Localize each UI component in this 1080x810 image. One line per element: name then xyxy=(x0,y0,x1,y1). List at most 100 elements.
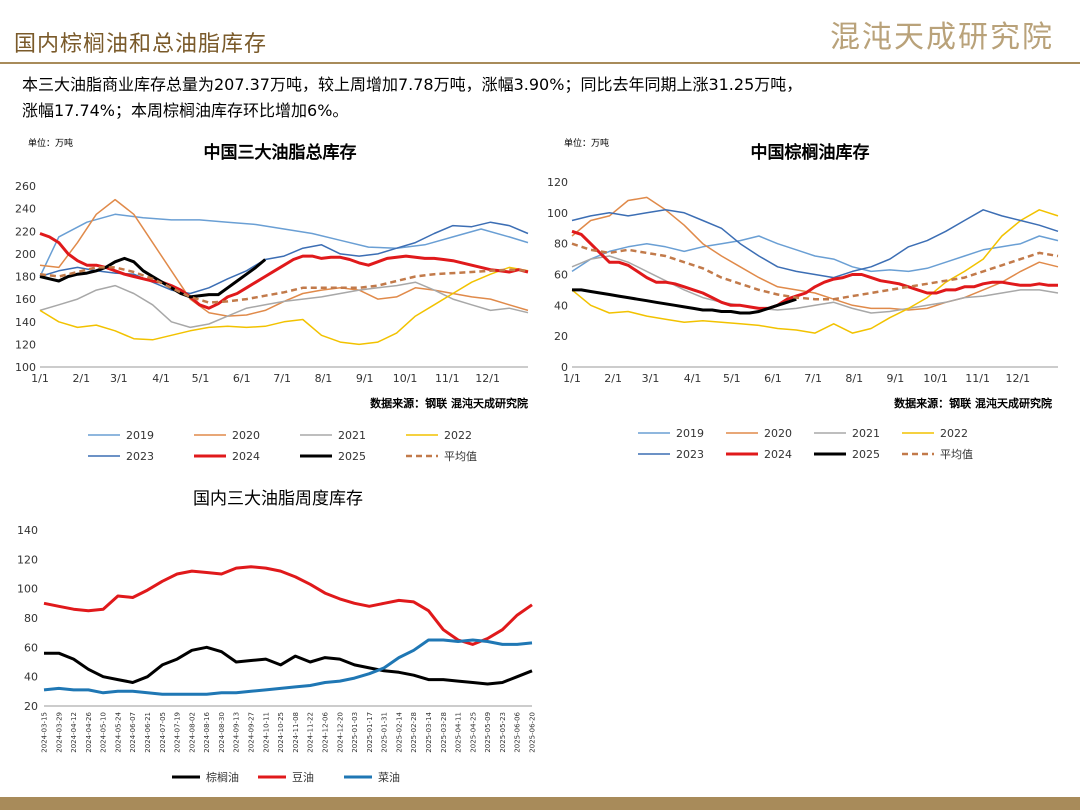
y-tick-label: 100 xyxy=(17,583,38,596)
x-tick-label: 2024-07-05 xyxy=(159,712,167,753)
y-tick-label: 140 xyxy=(17,524,38,537)
y-tick-label: 0 xyxy=(561,361,568,374)
x-tick-label: 10/1 xyxy=(923,372,948,385)
x-tick-label: 2025-06-20 xyxy=(529,712,537,753)
source-note: 数据来源：钢联 混沌天成研究院 xyxy=(894,396,1052,410)
series-line-avg xyxy=(39,266,529,304)
legend-label-2023: 2023 xyxy=(126,450,154,463)
series-line-palm xyxy=(44,645,533,686)
x-tick-label: 3/1 xyxy=(110,372,128,385)
y-tick-label: 180 xyxy=(15,271,36,284)
series-line-soy xyxy=(43,565,533,646)
x-tick-label: 2025-02-14 xyxy=(395,711,403,752)
x-tick-label: 9/1 xyxy=(887,372,905,385)
legend-label-avg: 平均值 xyxy=(444,450,477,463)
header-divider xyxy=(0,62,1080,64)
chart-palm-inventory: 单位：万吨 中国棕榈油库存 0 20 40 60 80 100 120 1/1 2/1 3/1 4/1 5… xyxy=(547,137,1059,461)
legend-label-2020: 2020 xyxy=(764,427,792,440)
x-tick-label: 5/1 xyxy=(192,372,210,385)
series-line-2019 xyxy=(39,213,529,277)
y-tick-label: 40 xyxy=(554,299,568,312)
x-tick-label: 2024-09-27 xyxy=(248,712,256,753)
legend-label-avg: 平均值 xyxy=(940,448,973,461)
series-line-2020 xyxy=(39,198,529,317)
x-tick-label: 2024-11-22 xyxy=(307,712,315,753)
legend-label-2022: 2022 xyxy=(444,429,472,442)
x-tick-label: 2025-05-09 xyxy=(484,712,492,753)
legend-label-2025: 2025 xyxy=(852,448,880,461)
chart-title: 国内三大油脂周度库存 xyxy=(193,489,363,509)
x-tick-label: 2025-05-23 xyxy=(499,712,507,753)
x-tick-label: 2025-04-25 xyxy=(469,712,477,753)
x-tick-label: 5/1 xyxy=(723,372,741,385)
x-tick-label: 2024-08-02 xyxy=(188,712,196,753)
x-tick-label: 2024-05-24 xyxy=(114,711,122,752)
y-tick-label: 220 xyxy=(15,225,36,238)
y-tick-label: 80 xyxy=(24,612,38,625)
y-tick-label: 120 xyxy=(547,176,568,189)
x-tick-label: 2025-01-17 xyxy=(366,712,374,753)
x-tick-label: 2024-10-25 xyxy=(277,712,285,753)
legend-label-2021: 2021 xyxy=(852,427,880,440)
x-tick-label: 2025-04-11 xyxy=(455,712,463,753)
legend-label-2019: 2019 xyxy=(676,427,704,440)
footer-bar xyxy=(0,797,1080,810)
series-line-2022 xyxy=(571,209,1059,334)
x-tick-label: 9/1 xyxy=(356,372,374,385)
x-tick-label: 2025-03-14 xyxy=(425,711,433,752)
x-tick-label: 12/1 xyxy=(1005,372,1030,385)
logo: 混沌天成研究院 xyxy=(830,20,1054,55)
x-tick-label: 2024-03-29 xyxy=(55,712,63,753)
series-line-2025 xyxy=(572,288,797,315)
x-tick-label: 2024-07-19 xyxy=(174,712,182,753)
x-tick-label: 2025-01-31 xyxy=(381,712,389,753)
y-tick-label: 200 xyxy=(15,248,36,261)
legend-label-2024: 2024 xyxy=(232,450,260,463)
x-tick-label: 2025-01-03 xyxy=(351,712,359,753)
x-tick-label: 2024-10-11 xyxy=(262,712,270,753)
x-tick-label: 2024-12-06 xyxy=(322,711,330,752)
unit-label: 单位：万吨 xyxy=(28,137,73,149)
legend-label-palm: 棕榈油 xyxy=(206,770,239,784)
legend-label-2024: 2024 xyxy=(764,448,792,461)
x-tick-label: 2024-12-20 xyxy=(336,712,344,753)
x-tick-label: 2024-05-10 xyxy=(100,712,108,753)
y-tick-label: 260 xyxy=(15,180,36,193)
x-tick-label: 12/1 xyxy=(475,372,500,385)
x-tick-label: 2024-04-12 xyxy=(70,712,78,753)
x-tick-label: 8/1 xyxy=(315,372,333,385)
x-tick-label: 8/1 xyxy=(845,372,863,385)
series-line-2022 xyxy=(39,266,529,346)
source-note: 数据来源：钢联 混沌天成研究院 xyxy=(370,396,528,410)
series-line-2023 xyxy=(39,221,529,295)
legend-label-2025: 2025 xyxy=(338,450,366,463)
x-tick-label: 7/1 xyxy=(273,372,291,385)
x-tick-label: 6/1 xyxy=(233,372,251,385)
series-line-2024 xyxy=(39,232,529,310)
y-tick-label: 100 xyxy=(547,207,568,220)
unit-label: 单位：万吨 xyxy=(564,137,609,149)
x-tick-label: 3/1 xyxy=(642,372,660,385)
x-tick-label: 2025-06-06 xyxy=(514,711,522,752)
x-tick-label: 1/1 xyxy=(563,372,581,385)
chart-title: 中国棕榈油库存 xyxy=(751,142,870,163)
chart-title: 中国三大油脂总库存 xyxy=(204,142,357,163)
x-tick-label: 2024-06-07 xyxy=(129,712,137,753)
y-tick-label: 60 xyxy=(554,269,568,282)
page-title: 国内棕榈油和总油脂库存 xyxy=(14,32,268,57)
x-tick-label: 2025-02-28 xyxy=(410,712,418,753)
x-tick-label: 2024-08-16 xyxy=(203,711,211,752)
legend-label-2019: 2019 xyxy=(126,429,154,442)
series-line-2023 xyxy=(571,209,1059,279)
x-tick-label: 7/1 xyxy=(804,372,822,385)
chart-total-inventory: 单位：万吨 中国三大油脂总库存 100 120 140 160 180 200 220 240 26… xyxy=(15,137,529,463)
series-line-2025 xyxy=(39,256,267,299)
series-line-rapeseed xyxy=(43,638,533,696)
y-tick-label: 100 xyxy=(15,361,36,374)
x-tick-label: 11/1 xyxy=(435,372,460,385)
x-tick-label: 10/1 xyxy=(393,372,418,385)
x-tick-label: 11/1 xyxy=(965,372,990,385)
x-tick-label: 2024-08-30 xyxy=(218,712,226,753)
series-line-2021 xyxy=(571,255,1059,314)
x-tick-label: 2024-11-08 xyxy=(292,712,300,753)
